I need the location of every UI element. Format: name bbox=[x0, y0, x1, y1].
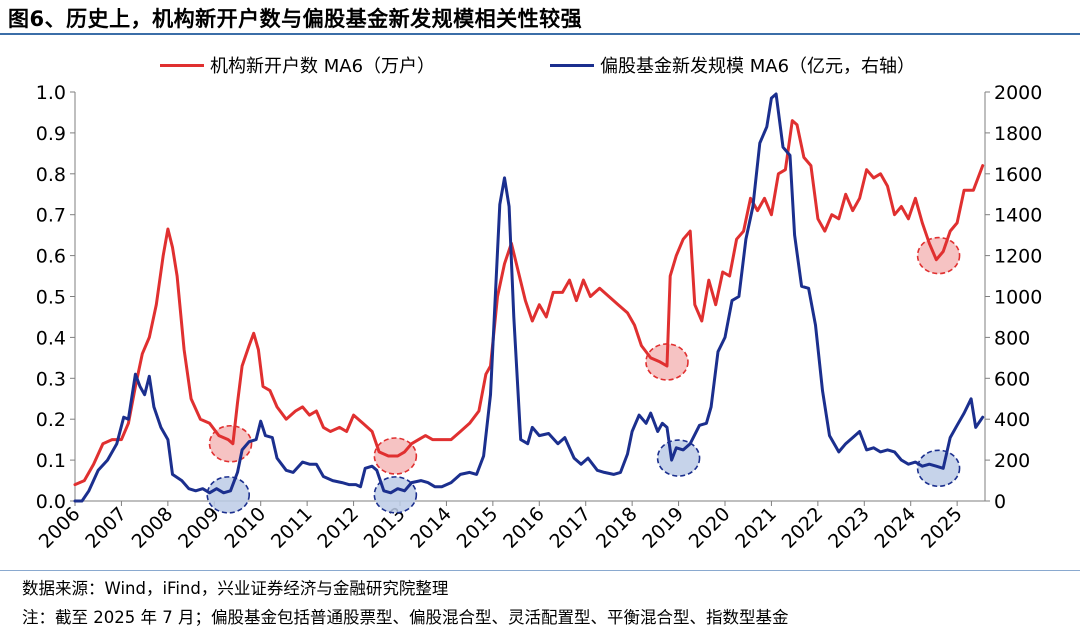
x-tick-label: 2007 bbox=[81, 503, 131, 553]
source-note: 数据来源：Wind，iFind，兴业证券经济与金融研究院整理 bbox=[22, 579, 449, 598]
blue-highlight-circle bbox=[206, 476, 251, 514]
x-tick-label: 2019 bbox=[638, 503, 688, 553]
y-right-tick-label: 800 bbox=[994, 327, 1030, 349]
x-tick-label: 2024 bbox=[870, 503, 920, 553]
y-left-tick-label: 0.0 bbox=[36, 491, 66, 513]
x-tick-label: 2020 bbox=[685, 503, 735, 553]
blue-highlight-circle bbox=[656, 439, 701, 477]
x-tick-label: 2025 bbox=[917, 503, 967, 553]
x-tick-label: 2023 bbox=[824, 503, 874, 553]
legend-label-red: 机构新开户数 MA6（万户） bbox=[210, 56, 436, 77]
legend-line-red bbox=[160, 63, 204, 67]
y-left-tick-label: 1.0 bbox=[36, 82, 66, 104]
x-tick-label: 2021 bbox=[731, 503, 781, 553]
y-right-tick-label: 2000 bbox=[994, 82, 1042, 104]
y-right-tick-label: 0 bbox=[994, 491, 1006, 513]
y-left-tick-label: 0.8 bbox=[36, 164, 66, 186]
footer-divider bbox=[0, 570, 1080, 571]
x-tick-label: 2018 bbox=[592, 503, 642, 553]
x-tick-label: 2016 bbox=[499, 503, 549, 553]
y-left-tick-label: 0.3 bbox=[36, 368, 66, 390]
legend-line-blue bbox=[550, 63, 594, 67]
y-left-tick-label: 0.9 bbox=[36, 123, 66, 145]
legend-item-red: 机构新开户数 MA6（万户） bbox=[160, 52, 435, 78]
x-tick-label: 2008 bbox=[128, 503, 178, 553]
y-right-tick-label: 1200 bbox=[994, 246, 1042, 268]
y-right-tick-label: 200 bbox=[994, 450, 1030, 472]
x-tick-label: 2015 bbox=[453, 503, 503, 553]
y-right-tick-label: 600 bbox=[994, 368, 1030, 390]
y-right-tick-label: 1600 bbox=[994, 164, 1042, 186]
y-left-tick-label: 0.5 bbox=[36, 287, 66, 309]
y-left-tick-label: 0.2 bbox=[36, 409, 66, 431]
figure-title: 图6、历史上，机构新开户数与偏股基金新发规模相关性较强 bbox=[8, 7, 583, 31]
series-line-red bbox=[73, 119, 985, 487]
legend-item-blue: 偏股基金新发规模 MA6（亿元，右轴） bbox=[550, 52, 915, 78]
y-right-tick-label: 1800 bbox=[994, 123, 1042, 145]
title-underline bbox=[0, 33, 1080, 35]
x-tick-label: 2017 bbox=[545, 503, 595, 553]
line-chart: 0.0 0.1 0.2 0.3 0.4 0.5 0.6 0.7 0.8 0.9 1.0 0 200 400… bbox=[35, 82, 1043, 553]
y-right-tick-label: 400 bbox=[994, 409, 1030, 431]
y-right-tick-label: 1000 bbox=[994, 287, 1042, 309]
y-left-tick-label: 0.7 bbox=[36, 205, 66, 227]
x-tick-label: 2011 bbox=[267, 503, 317, 553]
footnote: 注：截至 2025 年 7 月；偏股基金包括普通股票型、偏股混合型、灵活配置型、… bbox=[22, 608, 789, 627]
y-left-tick-label: 0.4 bbox=[36, 327, 66, 349]
x-tick-label: 2022 bbox=[778, 503, 828, 553]
y-right-tick-label: 1400 bbox=[994, 205, 1042, 227]
y-left-tick-label: 0.6 bbox=[36, 246, 66, 268]
legend-label-blue: 偏股基金新发规模 MA6（亿元，右轴） bbox=[600, 56, 916, 77]
series-line-blue bbox=[73, 92, 985, 503]
y-left-tick-label: 0.1 bbox=[36, 450, 66, 472]
x-tick-label: 2014 bbox=[406, 503, 456, 553]
blue-highlight-circle bbox=[373, 476, 418, 514]
x-tick-label: 2012 bbox=[313, 503, 363, 553]
